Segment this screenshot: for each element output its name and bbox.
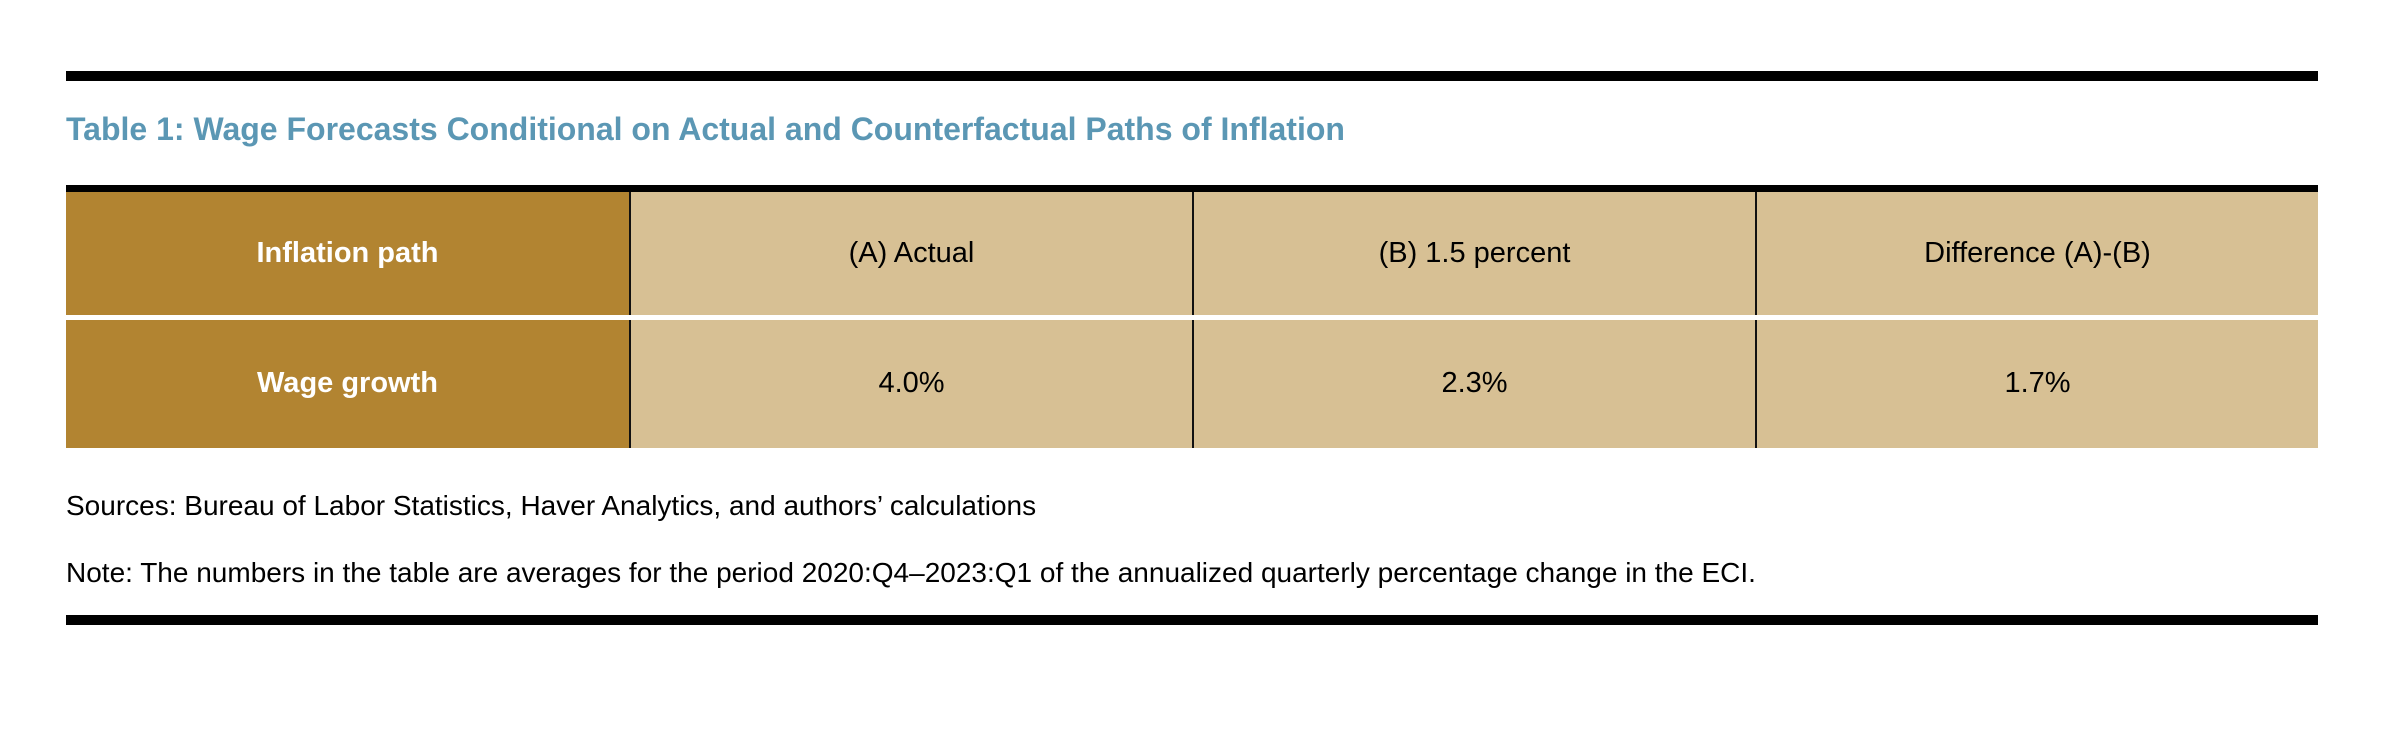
row-label-wage-growth: Wage growth bbox=[66, 319, 629, 448]
header-cell-counterfactual: (B) 1.5 percent bbox=[1192, 191, 1755, 315]
note-line: Note: The numbers in the table are avera… bbox=[66, 557, 1756, 589]
table-row-wage-growth: Wage growth 4.0% 2.3% 1.7% bbox=[66, 319, 2318, 448]
table-header-row: Inflation path (A) Actual (B) 1.5 percen… bbox=[66, 191, 2318, 320]
cell-wage-growth-difference: 1.7% bbox=[1755, 319, 2318, 448]
cell-wage-growth-counterfactual: 2.3% bbox=[1192, 319, 1755, 448]
wage-forecast-table: Inflation path (A) Actual (B) 1.5 percen… bbox=[66, 184, 2318, 448]
top-rule bbox=[66, 71, 2318, 81]
header-cell-actual: (A) Actual bbox=[629, 191, 1192, 315]
header-cell-inflation-path: Inflation path bbox=[66, 191, 629, 315]
table-title: Table 1: Wage Forecasts Conditional on A… bbox=[66, 111, 1345, 147]
content-column: Table 1: Wage Forecasts Conditional on A… bbox=[66, 0, 2318, 625]
bottom-rule bbox=[66, 614, 2318, 625]
header-cell-difference: Difference (A)-(B) bbox=[1755, 191, 2318, 315]
cell-wage-growth-actual: 4.0% bbox=[629, 319, 1192, 448]
sources-line: Sources: Bureau of Labor Statistics, Hav… bbox=[66, 489, 1037, 521]
